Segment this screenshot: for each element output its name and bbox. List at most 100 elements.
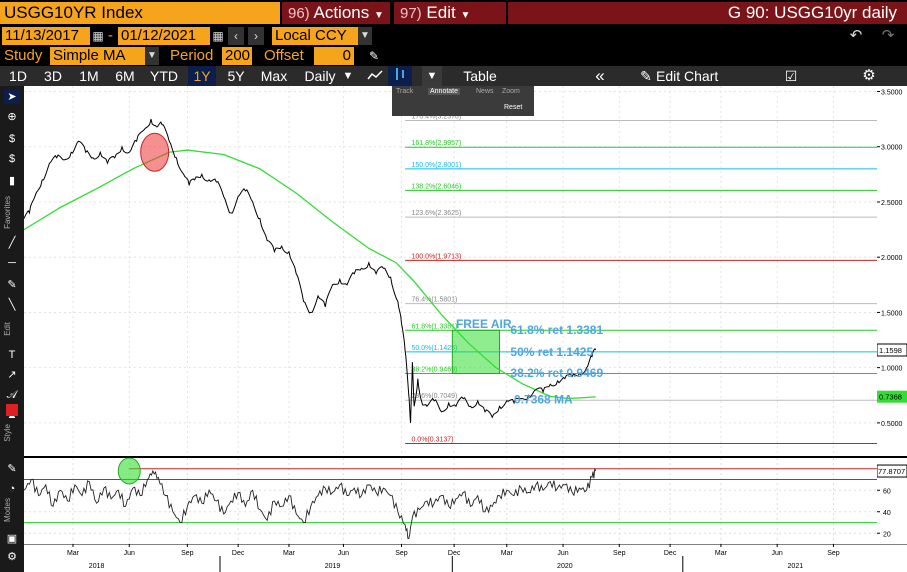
- x-tick-label: Jun: [557, 550, 568, 557]
- x-tick-label: Mar: [283, 550, 296, 557]
- calendar-icon[interactable]: ▦: [92, 29, 104, 43]
- y-tick-label: 3.5000: [881, 90, 903, 97]
- period-6m[interactable]: 6M: [115, 68, 135, 84]
- pointer-icon[interactable]: ➤: [4, 90, 20, 104]
- pen-icon[interactable]: ✎: [7, 279, 17, 291]
- track-button[interactable]: Track: [396, 88, 414, 95]
- period-3d[interactable]: 3D: [44, 68, 62, 84]
- actions-menu[interactable]: 96) Actions ▼: [282, 2, 390, 24]
- offset-input[interactable]: 0: [314, 47, 354, 65]
- oscillator-chart[interactable]: [23, 457, 877, 544]
- fib-level-label: 176.4%(3.2378): [411, 113, 461, 120]
- chevron-down-icon[interactable]: ▼: [342, 70, 354, 82]
- modes-label: Modes: [3, 498, 12, 523]
- redo-icon[interactable]: ↷: [881, 27, 895, 44]
- zoom-button[interactable]: Zoom: [502, 88, 520, 95]
- period-input[interactable]: 200: [222, 47, 252, 65]
- highlight-circle-green: [117, 457, 141, 485]
- double-chevron-left-icon[interactable]: «: [595, 66, 605, 85]
- frequency-select[interactable]: Daily: [304, 68, 336, 84]
- color-swatch[interactable]: [6, 404, 18, 416]
- edit-box-icon[interactable]: ☑: [784, 68, 798, 84]
- price-chart[interactable]: 176.4%(3.2378) 161.8%(2.9957) 150.0%(2.800…: [23, 86, 877, 456]
- x-tick-label: Sep: [395, 550, 408, 557]
- edit-chart-button[interactable]: Edit Chart: [656, 68, 719, 84]
- pencil-icon: ✎: [640, 68, 652, 84]
- chevron-down-icon: ▼: [460, 10, 471, 21]
- ma-annotation: 0.7368 MA: [514, 393, 573, 407]
- period-ytd[interactable]: YTD: [150, 68, 178, 84]
- candle-chart-icon[interactable]: [388, 66, 412, 86]
- y-tick-label: 2.0000: [881, 255, 903, 262]
- chevron-down-icon[interactable]: ▼: [145, 47, 159, 65]
- arrow-tool-icon[interactable]: ↗: [7, 369, 17, 381]
- actions-number: 96): [288, 5, 310, 22]
- oscillator-y-axis: 60 40 20 77.8707: [876, 458, 907, 544]
- period-label: Period: [170, 47, 214, 64]
- period-max[interactable]: Max: [260, 68, 288, 84]
- gear-icon[interactable]: ⚙: [862, 67, 876, 84]
- pencil-icon[interactable]: ✎: [7, 463, 17, 475]
- ruler-icon[interactable]: ╲: [8, 299, 16, 311]
- oscillator-line: [23, 468, 597, 540]
- script-icon[interactable]: 𝒜: [6, 389, 18, 401]
- y-tick-label: 20: [883, 531, 891, 538]
- chevron-down-icon[interactable]: ▼: [422, 66, 442, 86]
- x-tick-label: Dec: [664, 550, 677, 557]
- gear-icon[interactable]: ⚙: [7, 551, 17, 563]
- study-select[interactable]: Simple MA: [50, 47, 145, 65]
- table-button[interactable]: Table: [463, 68, 497, 84]
- y-tick-label: 1.0000: [881, 366, 903, 373]
- dollar-tag-icon[interactable]: $: [8, 153, 16, 165]
- edit-menu[interactable]: 97) Edit ▼: [394, 2, 506, 24]
- line-tool-icon[interactable]: ─: [8, 257, 16, 269]
- fib-level-label: 0.0%(0.3137): [411, 436, 453, 443]
- oscillator-chart-svg: [23, 457, 877, 544]
- start-date-input[interactable]: 11/13/2017: [2, 27, 90, 45]
- camera-icon[interactable]: ▣: [6, 533, 18, 545]
- brush-icon[interactable]: ╱: [8, 237, 16, 249]
- price-chart-svg: 176.4%(3.2378) 161.8%(2.9957) 150.0%(2.800…: [23, 86, 877, 456]
- fib-level-label: 38.2%(0.9469): [411, 367, 457, 374]
- clock-icon[interactable]: ◔: [8, 483, 16, 495]
- x-year-label: 2018: [89, 563, 105, 570]
- dollar-icon[interactable]: $: [8, 133, 16, 145]
- fib-level-label: 50.0%(1.1425): [411, 345, 457, 352]
- chevron-left-icon[interactable]: ‹: [228, 27, 244, 45]
- date-separator: -: [108, 27, 113, 44]
- text-tool-icon[interactable]: T: [8, 349, 16, 361]
- period-1y[interactable]: 1Y: [188, 66, 216, 86]
- x-year-label: 2019: [325, 563, 341, 570]
- end-date-input[interactable]: 01/12/2021: [118, 27, 210, 45]
- fib-level-label: 150.0%(2.8001): [411, 162, 461, 169]
- y-tick-label: 0.5000: [881, 421, 903, 428]
- reset-button[interactable]: Reset: [504, 104, 523, 111]
- edit-number: 97): [400, 5, 422, 22]
- news-button[interactable]: News: [476, 88, 494, 95]
- chevron-down-icon[interactable]: ▼: [358, 27, 372, 45]
- study-bar: Study Simple MA ▼ Period 200 Offset 0 ✎: [0, 46, 907, 66]
- undo-icon[interactable]: ↶: [849, 27, 863, 44]
- zoom-icon[interactable]: ⊕: [7, 111, 17, 123]
- bookmark-icon[interactable]: ▮: [8, 175, 16, 187]
- currency-select[interactable]: Local CCY: [272, 27, 358, 45]
- calendar-icon[interactable]: ▦: [212, 29, 224, 43]
- oscillator-last-box: [876, 464, 907, 478]
- fib-level-label: 138.2%(2.6046): [411, 183, 461, 190]
- x-tick-label: Sep: [181, 550, 194, 557]
- annotate-button[interactable]: Annotate: [428, 88, 461, 95]
- date-range-bar: 11/13/2017 ▦ - 01/12/2021 ▦ ‹ › Local CC…: [0, 26, 907, 46]
- pencil-icon[interactable]: ✎: [368, 49, 380, 63]
- moving-average-line: [23, 149, 596, 400]
- fib-level-label: 61.8%(1.3381): [411, 323, 457, 330]
- period-1m[interactable]: 1M: [79, 68, 99, 84]
- line-chart-icon[interactable]: [364, 66, 386, 86]
- x-tick-label: Jun: [124, 550, 135, 557]
- y-tick-label: 1.5000: [881, 310, 903, 317]
- period-1d[interactable]: 1D: [9, 68, 27, 84]
- style-label: Style: [3, 424, 12, 442]
- period-5y[interactable]: 5Y: [227, 68, 245, 84]
- x-tick-label: Jun: [772, 550, 783, 557]
- chevron-right-icon[interactable]: ›: [248, 27, 264, 45]
- ticker-field[interactable]: USGG10YR Index: [0, 2, 280, 24]
